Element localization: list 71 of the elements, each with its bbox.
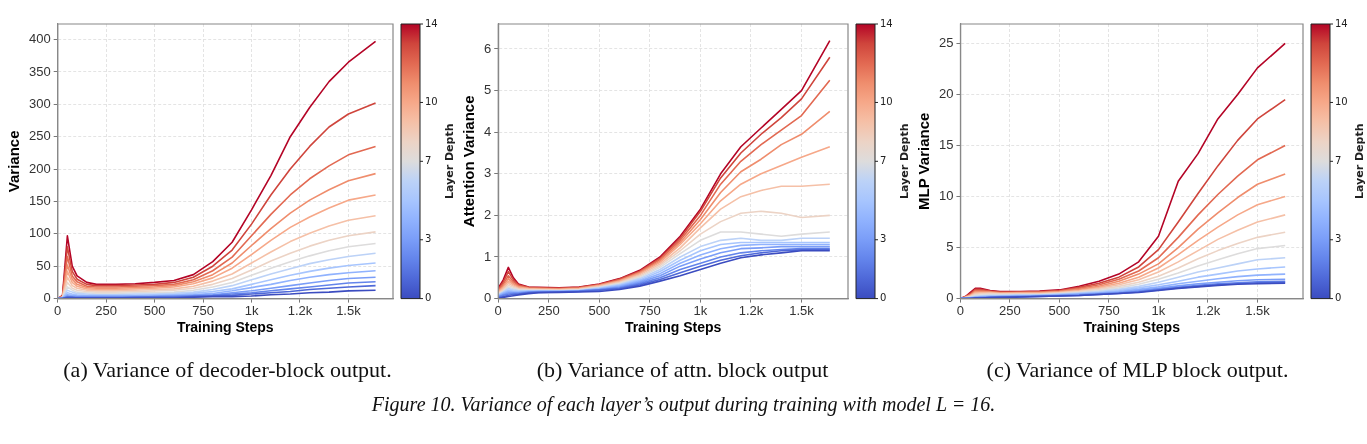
y-axis-title: Variance (5, 130, 23, 193)
color-bar-title: Layer Depth (897, 123, 911, 200)
x-tick-label: 1.2k (287, 302, 313, 318)
color-bar-label: 14 (880, 17, 893, 29)
y-tick-label: 0 (43, 290, 51, 306)
y-tick-label: 300 (28, 95, 51, 111)
color-bar-label: 10 (880, 96, 893, 108)
color-bar-label: 14 (425, 17, 438, 29)
y-tick-label: 100 (28, 225, 51, 241)
color-bar-label: 3 (1335, 233, 1342, 245)
y-tick-label: 400 (28, 31, 51, 47)
y-tick-label: 350 (28, 63, 51, 79)
y-tick-label: 250 (28, 128, 51, 144)
x-tick-label: 1k (1151, 302, 1166, 318)
x-tick-label: 750 (1098, 302, 1120, 318)
x-tick-label: 500 (143, 302, 166, 318)
color-bar-label: 7 (880, 154, 887, 166)
x-tick-label: 250 (537, 302, 560, 318)
y-tick-label: 50 (36, 257, 51, 273)
y-tick-label: 25 (938, 34, 954, 50)
color-bar-label: 7 (1335, 154, 1342, 166)
x-tick-label: 0 (54, 302, 62, 318)
y-tick-label: 150 (28, 193, 51, 209)
x-tick-label: 750 (192, 302, 214, 318)
color-bar-label: 0 (1335, 292, 1342, 304)
x-tick-label: 500 (1048, 302, 1071, 318)
text: (b) Variance of attn. block output (535, 357, 830, 383)
x-tick-label: 1.5k (336, 302, 362, 318)
x-axis-title: Training Steps (1083, 319, 1181, 336)
y-tick-label: 2 (484, 206, 492, 222)
text: (a) Variance of decoder-block output. (62, 357, 393, 383)
y-tick-label: 20 (938, 86, 954, 102)
y-tick-label: 200 (28, 160, 51, 176)
y-tick-label: 0 (484, 290, 492, 306)
y-tick-label: 15 (938, 137, 954, 153)
x-tick-label: 1k (244, 302, 259, 318)
y-tick-label: 1 (484, 248, 492, 264)
color-bar-label: 0 (880, 292, 887, 304)
y-axis-title: MLP Variance (915, 112, 933, 210)
x-tick-label: 1.2k (1195, 302, 1221, 318)
x-tick-label: 0 (956, 302, 965, 318)
x-tick-label: 1.2k (738, 302, 764, 318)
y-tick-label: 0 (946, 290, 954, 306)
x-axis-title: Training Steps (177, 319, 274, 336)
color-bar-label: 7 (425, 154, 432, 166)
x-axis-title: Training Steps (624, 319, 722, 336)
x-tick-label: 250 (95, 302, 117, 318)
color-bar-title: Layer Depth (1352, 123, 1366, 200)
y-tick-label: 5 (484, 82, 492, 98)
x-tick-label: 750 (639, 302, 661, 318)
y-axis-title: Attention Variance (460, 95, 478, 228)
color-bar-label: 10 (425, 96, 438, 108)
color-bar-label: 0 (425, 292, 432, 304)
y-tick-label: 3 (484, 165, 492, 181)
color-bar-label: 3 (880, 233, 887, 245)
color-bar-title: Layer Depth (442, 123, 456, 200)
y-tick-label: 6 (484, 40, 492, 56)
caption: Figure 10. Variance of each layer’s output during training with model L = 16. (370, 393, 997, 416)
x-tick-label: 1.5k (1245, 302, 1271, 318)
color-bar-label: 3 (425, 233, 432, 245)
text: (c) Variance of MLP block output. (985, 357, 1290, 383)
x-tick-label: 1.5k (789, 302, 815, 318)
x-tick-label: 0 (494, 302, 502, 318)
y-tick-label: 4 (484, 123, 492, 139)
x-tick-label: 500 (588, 302, 611, 318)
y-tick-label: 5 (946, 239, 954, 255)
y-tick-label: 10 (938, 188, 954, 204)
x-tick-label: 250 (999, 302, 1021, 318)
color-bar-label: 10 (1335, 96, 1348, 108)
color-bar-label: 14 (1335, 17, 1348, 29)
x-tick-label: 1k (693, 302, 708, 318)
